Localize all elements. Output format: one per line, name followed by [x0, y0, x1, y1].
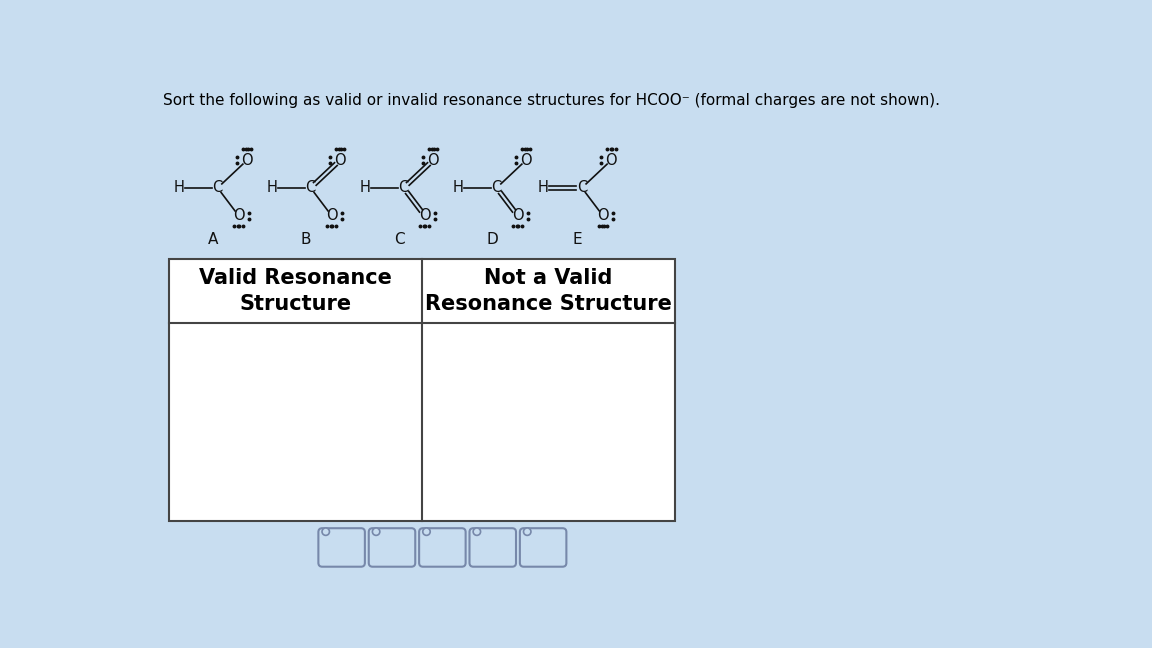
Text: B: B	[387, 540, 397, 555]
Text: Sort the following as valid or invalid resonance structures for HCOO⁻ (formal ch: Sort the following as valid or invalid r…	[164, 93, 940, 108]
Text: O: O	[241, 153, 253, 168]
Text: C: C	[305, 180, 316, 195]
FancyBboxPatch shape	[470, 528, 516, 567]
Circle shape	[523, 528, 531, 535]
Circle shape	[423, 528, 430, 535]
Text: H: H	[538, 180, 548, 195]
Text: Not a Valid
Resonance Structure: Not a Valid Resonance Structure	[425, 268, 672, 314]
Text: D: D	[486, 232, 498, 247]
Text: O: O	[233, 208, 244, 223]
Text: O: O	[427, 153, 439, 168]
Text: H: H	[359, 180, 370, 195]
Text: E: E	[573, 232, 582, 247]
Text: H: H	[174, 180, 184, 195]
Text: C: C	[212, 180, 222, 195]
Text: O: O	[418, 208, 431, 223]
Text: O: O	[597, 208, 608, 223]
Text: E: E	[539, 540, 547, 555]
Text: C: C	[492, 180, 502, 195]
Text: A: A	[336, 540, 347, 555]
Text: O: O	[606, 153, 617, 168]
Text: O: O	[326, 208, 338, 223]
Text: H: H	[453, 180, 463, 195]
Text: D: D	[487, 540, 499, 555]
Text: A: A	[207, 232, 218, 247]
Text: C: C	[438, 540, 447, 555]
Text: O: O	[521, 153, 532, 168]
Circle shape	[323, 528, 329, 535]
FancyBboxPatch shape	[318, 528, 365, 567]
Text: C: C	[577, 180, 588, 195]
Text: Valid Resonance
Structure: Valid Resonance Structure	[199, 268, 392, 314]
Text: C: C	[394, 232, 404, 247]
Circle shape	[473, 528, 480, 535]
FancyBboxPatch shape	[369, 528, 415, 567]
Bar	[169, 259, 675, 521]
Text: H: H	[266, 180, 278, 195]
Text: B: B	[301, 232, 311, 247]
Text: O: O	[511, 208, 523, 223]
Circle shape	[372, 528, 380, 535]
FancyBboxPatch shape	[520, 528, 567, 567]
Text: C: C	[399, 180, 409, 195]
FancyBboxPatch shape	[419, 528, 465, 567]
Text: O: O	[334, 153, 346, 168]
